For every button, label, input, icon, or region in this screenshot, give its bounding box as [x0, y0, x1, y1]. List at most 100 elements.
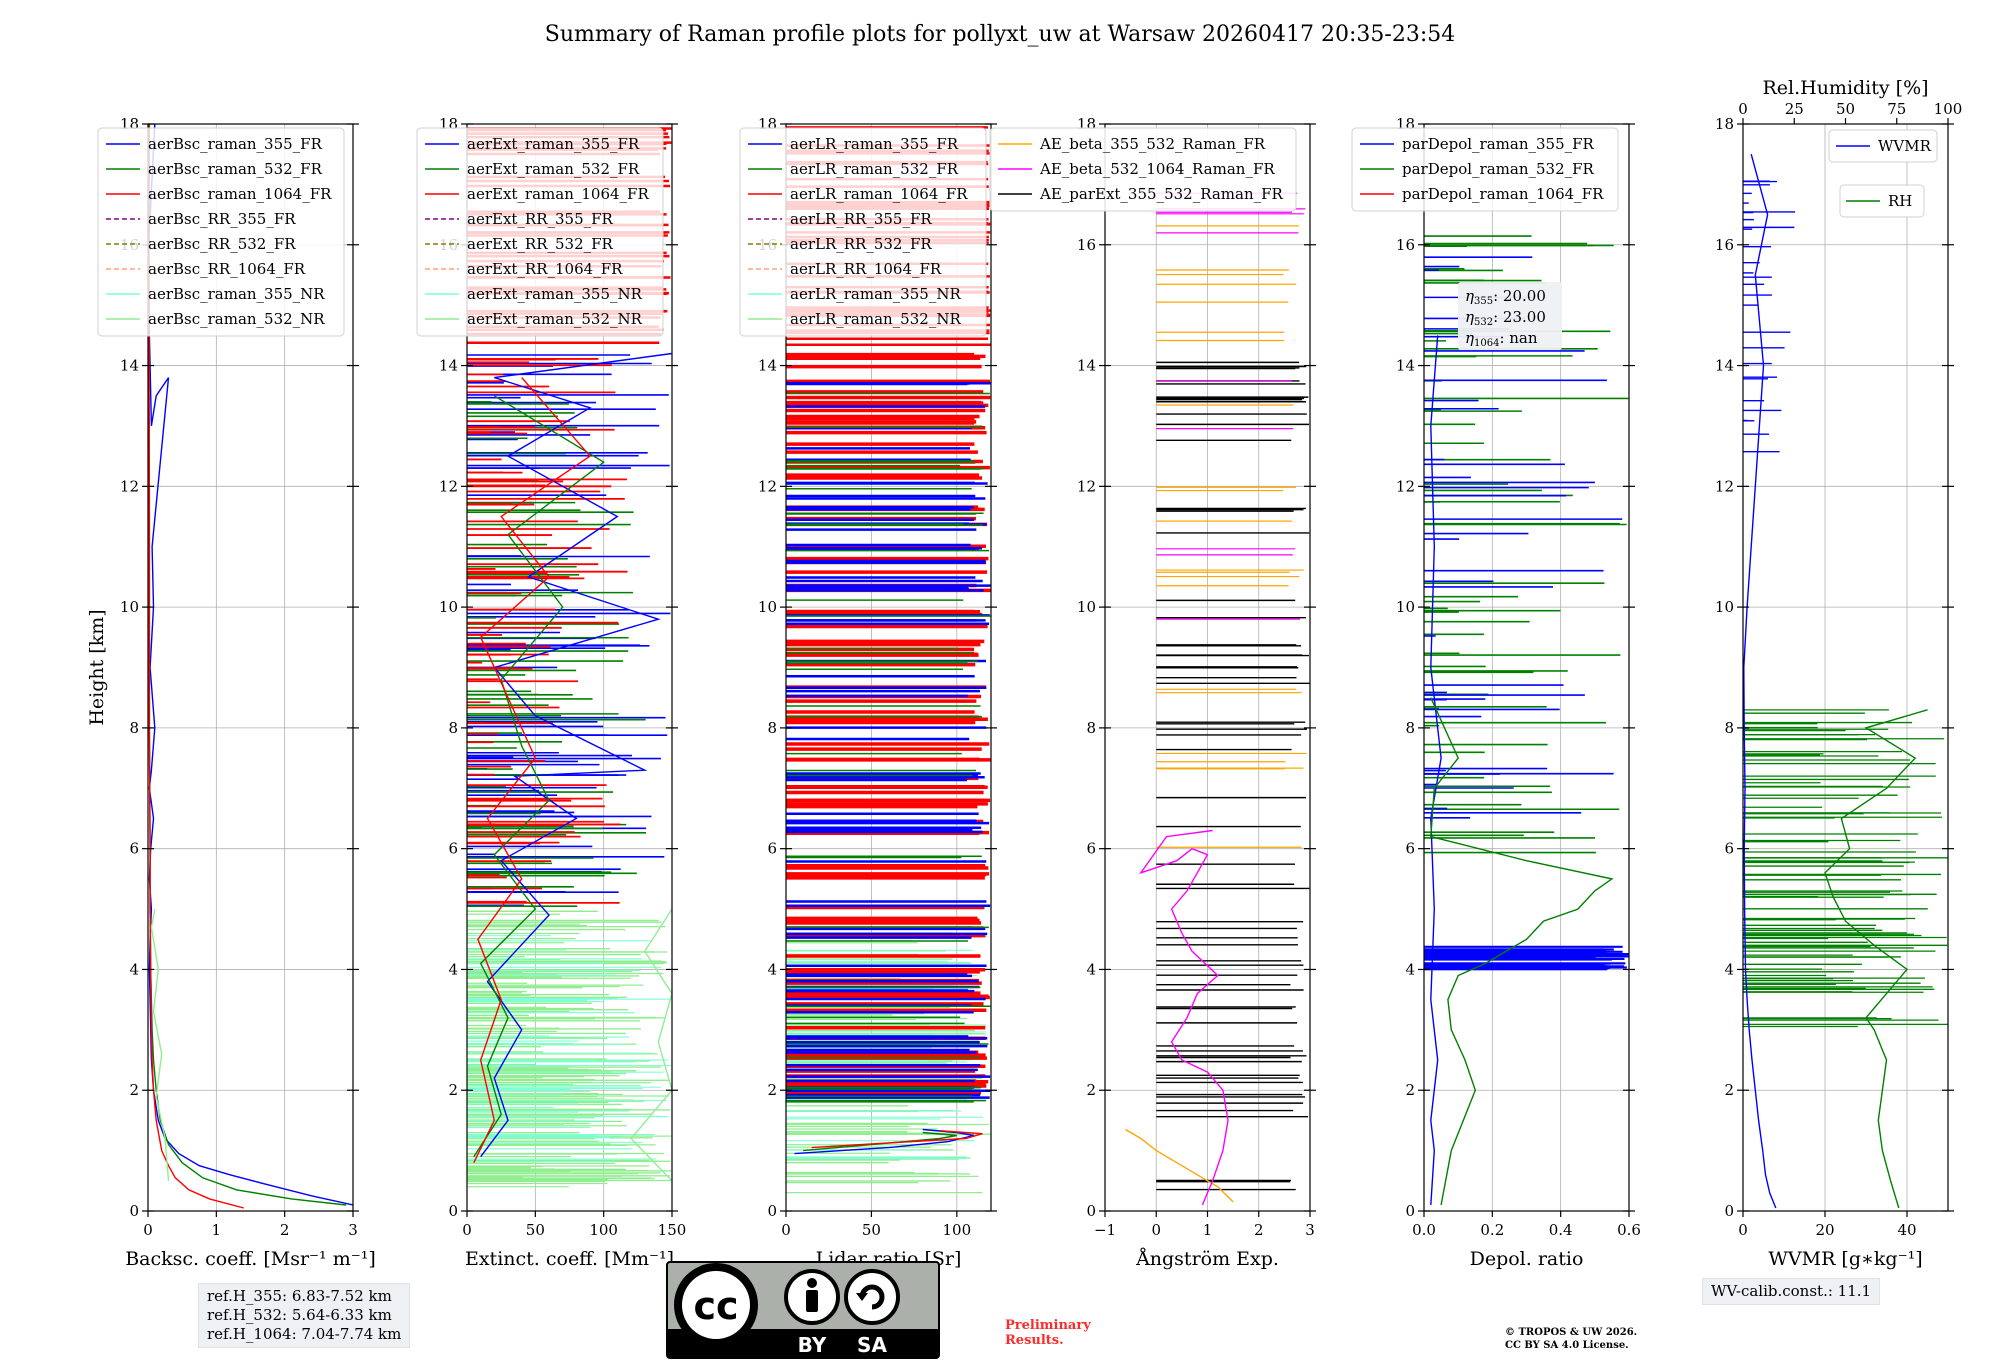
x-axis-label: Backsc. coeff. [Msr⁻¹ m⁻¹] [125, 1248, 376, 1270]
y-tick-label: 10 [120, 598, 139, 616]
y-tick-label: 4 [1405, 960, 1415, 978]
y-tick-label: 10 [1396, 598, 1415, 616]
top-x-tick-label: 25 [1785, 100, 1804, 118]
series-line-parDepol_raman_532_FR [1430, 697, 1614, 1206]
legend: aerBsc_raman_355_FR aerBsc_raman_532_FRae… [97, 127, 345, 337]
legend-entry: aerLR_RR_532_FR [790, 235, 932, 253]
share-alike-icon [844, 1269, 900, 1325]
preliminary-results-note: Preliminary Results. [1005, 1318, 1091, 1348]
y-tick-label: 6 [1724, 840, 1734, 858]
figure-title: Summary of Raman profile plots for polly… [544, 22, 1456, 47]
y-tick-label: 10 [1715, 598, 1734, 616]
legend-entry: aerBsc_RR_532_FR [148, 235, 296, 253]
x-tick-label: 3 [348, 1221, 358, 1239]
y-tick-label: 8 [1724, 719, 1734, 737]
y-tick-label: 2 [129, 1081, 139, 1099]
y-tick-label: 0 [129, 1202, 139, 1220]
y-tick-label: 14 [120, 357, 139, 375]
y-tick-label: 6 [1086, 840, 1096, 858]
series-line-aerExt_raman_532_FR [473, 395, 605, 1158]
legend-entry: aerLR_RR_1064_FR [790, 260, 942, 278]
copyright-note: © TROPOS & UW 2026. CC BY SA 4.0 License… [1505, 1326, 1637, 1352]
y-tick-label: 12 [439, 477, 458, 495]
legend: parDepol_raman_355_FR parDepol_raman_532_… [1351, 127, 1619, 212]
legend-entry: WVMR [1878, 137, 1932, 155]
axes-frame [785, 123, 992, 1212]
legend: aerLR_raman_355_FR aerLR_raman_532_FR aerL… [739, 127, 987, 337]
y-tick-label: 12 [1077, 477, 1096, 495]
preliminary-line2: Results. [1005, 1333, 1064, 1348]
y-tick-label: 8 [1405, 719, 1415, 737]
series-line-aerLR_raman_532_FR [803, 1131, 957, 1152]
x-tick-label: 1 [1203, 1221, 1213, 1239]
x-tick-label: 0 [1151, 1221, 1161, 1239]
legend-entry: aerBsc_raman_355_NR [148, 285, 325, 303]
y-tick-label: 6 [1405, 840, 1415, 858]
x-tick-label: 0 [143, 1221, 153, 1239]
by-label: BY [798, 1333, 827, 1357]
y-tick-label: 4 [767, 960, 777, 978]
legend-entry: aerLR_raman_1064_FR [790, 185, 968, 203]
x-tick-label: 0.0 [1412, 1221, 1436, 1239]
cc-by-sa-logo: cc BY SA [666, 1261, 940, 1359]
series-line-aerBsc_raman_532_NR [150, 908, 170, 1181]
x-tick-label: 2 [280, 1221, 290, 1239]
panel-lidar_ratio: 024681012141618050100Lidar ratio [Sr]aer… [739, 115, 997, 1270]
y-tick-label: 10 [1077, 598, 1096, 616]
legend-entry: aerLR_raman_355_NR [790, 285, 961, 303]
y-tick-label: 8 [129, 719, 139, 737]
y-tick-label: 0 [1086, 1202, 1096, 1220]
x-axis-label: Extinct. coeff. [Mm⁻¹] [465, 1248, 674, 1270]
legend-entry: aerBsc_raman_532_FR [148, 160, 323, 178]
y-tick-label: 6 [129, 840, 139, 858]
x-tick-label: 1 [212, 1221, 222, 1239]
ref-height-355: ref.H_355: 6.83-7.52 km [207, 1287, 392, 1305]
legend-entry: AE_parExt_355_532_Raman_FR [1039, 185, 1284, 203]
x-tick-label: 50 [862, 1221, 881, 1239]
x-tick-label: 0.4 [1549, 1221, 1573, 1239]
y-tick-label: 0 [448, 1202, 458, 1220]
y-tick-label: 2 [1086, 1081, 1096, 1099]
legend-box [1351, 127, 1619, 212]
y-tick-label: 0 [1405, 1202, 1415, 1220]
series-line-AE_beta_355_532_Raman_FR [1125, 1128, 1234, 1203]
series-line-aerExt_raman_532_NR [630, 908, 672, 1182]
legend-entry: aerExt_raman_532_NR [467, 310, 643, 328]
eta-entry: η1064: nan [1465, 329, 1538, 349]
axes-frame [466, 123, 673, 1212]
y-tick-label: 6 [448, 840, 458, 858]
y-tick-label: 4 [448, 960, 458, 978]
data-layer [1424, 124, 1629, 1211]
legend-entry: aerBsc_RR_1064_FR [148, 260, 306, 278]
y-tick-label: 14 [1077, 357, 1096, 375]
y-tick-label: 0 [1724, 1202, 1734, 1220]
series-line-AE_beta_532_1064_Raman_FR [1139, 829, 1229, 1206]
legend-entry: aerBsc_raman_1064_FR [148, 185, 332, 203]
legend-entry: parDepol_raman_1064_FR [1402, 185, 1604, 203]
legend-entry: aerBsc_raman_532_NR [148, 310, 325, 328]
top-axis-label: Rel.Humidity [%] [1762, 77, 1928, 99]
y-axis-label: Height [km] [86, 609, 108, 725]
series-line-WVMR [1743, 154, 1777, 1209]
x-tick-label: 150 [658, 1221, 687, 1239]
top-x-tick-label: 50 [1836, 100, 1855, 118]
x-tick-label: 100 [589, 1221, 618, 1239]
eta-box-bg [1458, 282, 1562, 350]
legend-entry: aerBsc_raman_355_FR [148, 135, 323, 153]
y-tick-label: 14 [1396, 357, 1415, 375]
y-tick-label: 6 [767, 840, 777, 858]
y-tick-label: 8 [1086, 719, 1096, 737]
x-tick-label: 0 [462, 1221, 472, 1239]
legend-entry: RH [1888, 192, 1912, 210]
y-tick-label: 12 [120, 477, 139, 495]
x-tick-label: 0 [1738, 1221, 1748, 1239]
x-tick-label: 0.2 [1480, 1221, 1504, 1239]
x-tick-label: 3 [1305, 1221, 1315, 1239]
legend-entry: aerLR_raman_355_FR [790, 135, 959, 153]
legend-box [416, 127, 664, 337]
x-axis-label: Ångström Exp. [1135, 1248, 1279, 1270]
x-tick-label: 20 [1815, 1221, 1834, 1239]
legend-entry: aerLR_raman_532_FR [790, 160, 959, 178]
